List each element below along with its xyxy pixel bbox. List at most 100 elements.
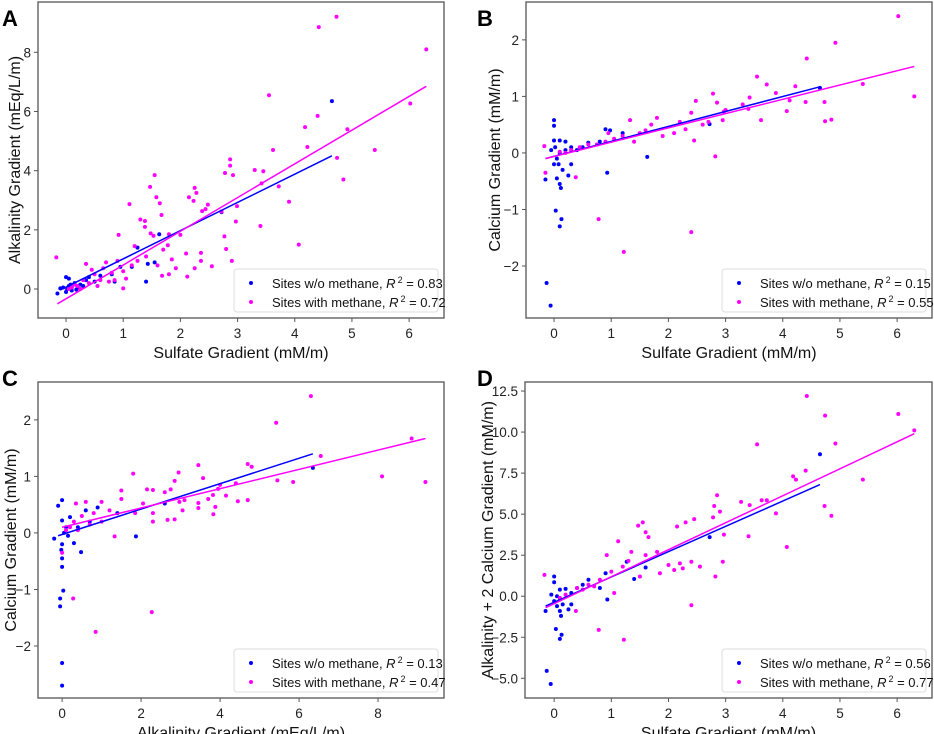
data-point bbox=[341, 177, 346, 182]
y-axis-label: Alkalinity Gradient (mEq/L/m) bbox=[7, 56, 24, 264]
data-point bbox=[586, 582, 591, 587]
data-point bbox=[222, 171, 227, 176]
data-point bbox=[764, 82, 769, 87]
data-point bbox=[548, 303, 553, 308]
data-point bbox=[152, 260, 157, 265]
data-point bbox=[275, 478, 280, 483]
y-tick-label: 10.0 bbox=[492, 425, 518, 440]
data-point bbox=[677, 561, 682, 566]
r2-symbol: R bbox=[874, 656, 883, 671]
data-point bbox=[200, 209, 205, 214]
data-point bbox=[142, 224, 147, 229]
x-tick-label: 0 bbox=[550, 326, 558, 341]
data-point bbox=[557, 608, 562, 613]
data-point bbox=[747, 95, 752, 100]
panel-letter: D bbox=[477, 366, 493, 391]
fit-line-with-methane bbox=[545, 433, 915, 609]
data-point bbox=[83, 499, 88, 504]
y-tick-label: −1 bbox=[16, 582, 31, 597]
data-point bbox=[89, 267, 94, 272]
axes-frame bbox=[524, 381, 933, 699]
data-point bbox=[552, 574, 557, 579]
x-tick-label: 4 bbox=[779, 706, 787, 721]
data-point bbox=[182, 498, 187, 503]
data-point bbox=[549, 148, 554, 153]
data-point bbox=[621, 249, 626, 254]
data-point bbox=[721, 532, 726, 537]
legend-series-name: Sites with methane, bbox=[760, 675, 877, 690]
data-point bbox=[759, 498, 764, 503]
legend-frame bbox=[233, 648, 439, 693]
legend-series-name: Sites w/o methane, bbox=[760, 656, 874, 671]
data-point bbox=[210, 493, 215, 498]
data-point bbox=[675, 524, 680, 529]
data-point bbox=[620, 133, 625, 138]
data-point bbox=[150, 519, 155, 524]
data-point bbox=[563, 586, 568, 591]
data-point bbox=[107, 508, 112, 513]
data-point bbox=[119, 488, 124, 493]
data-point bbox=[206, 497, 211, 502]
data-point bbox=[817, 452, 822, 457]
r2-symbol: R bbox=[874, 276, 883, 291]
data-point bbox=[553, 208, 558, 213]
data-point bbox=[66, 287, 71, 292]
fit-line-without-methane bbox=[57, 453, 314, 537]
data-point bbox=[553, 627, 558, 632]
data-point bbox=[56, 503, 61, 508]
panel-b: B 0 1 2 3 4 5 6 −2 −1 0 1 2 Sulfate Gradient (mM/m) Ca… bbox=[477, 1, 934, 362]
axes-frame bbox=[525, 1, 933, 319]
data-point bbox=[549, 592, 554, 597]
data-point bbox=[560, 602, 565, 607]
r2-value: = 0.77 bbox=[897, 675, 934, 690]
data-point bbox=[860, 477, 865, 482]
data-point bbox=[552, 118, 557, 123]
data-point bbox=[196, 463, 201, 468]
data-point bbox=[112, 278, 117, 283]
fit-line-with-methane bbox=[57, 85, 427, 305]
data-point bbox=[409, 436, 414, 441]
r2-exponent: 2 bbox=[398, 655, 403, 665]
data-point bbox=[131, 471, 136, 476]
x-axis-label: Sulfate Gradient (mM/m) bbox=[641, 725, 816, 734]
data-point bbox=[74, 287, 79, 292]
data-point bbox=[569, 162, 574, 167]
data-point bbox=[180, 508, 185, 513]
data-point bbox=[142, 218, 147, 223]
data-point bbox=[803, 100, 808, 105]
data-point bbox=[720, 118, 725, 123]
x-axis-label: Sulfate Gradient (mM/m) bbox=[641, 345, 816, 362]
data-point bbox=[689, 603, 694, 608]
data-point bbox=[829, 117, 834, 122]
data-point bbox=[603, 571, 608, 576]
data-point bbox=[555, 604, 560, 609]
data-point bbox=[58, 604, 63, 609]
data-point bbox=[632, 139, 637, 144]
data-point bbox=[643, 565, 648, 570]
data-point bbox=[305, 144, 310, 149]
data-point bbox=[563, 592, 568, 597]
data-point bbox=[234, 204, 239, 209]
data-point bbox=[554, 156, 559, 161]
data-point bbox=[169, 257, 174, 262]
data-point bbox=[740, 102, 745, 107]
data-point bbox=[104, 260, 109, 265]
data-point bbox=[833, 40, 838, 45]
data-point bbox=[287, 199, 292, 204]
data-point bbox=[149, 610, 154, 615]
data-point bbox=[636, 523, 641, 528]
data-point bbox=[773, 511, 778, 516]
data-point bbox=[106, 279, 111, 284]
data-point bbox=[67, 515, 72, 520]
data-point bbox=[71, 541, 76, 546]
series-with-methane bbox=[542, 393, 917, 642]
data-point bbox=[646, 535, 651, 540]
data-point bbox=[71, 519, 76, 524]
data-point bbox=[151, 233, 156, 238]
r2-symbol: R bbox=[386, 276, 395, 291]
data-point bbox=[211, 512, 216, 517]
data-point bbox=[823, 119, 828, 124]
r2-exponent: 2 bbox=[398, 275, 403, 285]
data-point bbox=[680, 566, 685, 571]
